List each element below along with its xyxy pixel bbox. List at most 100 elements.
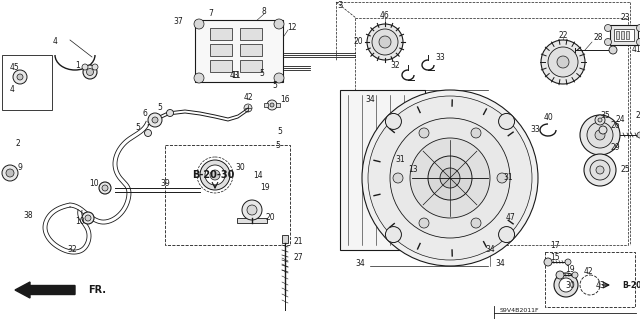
Circle shape xyxy=(541,40,585,84)
Circle shape xyxy=(428,156,472,200)
Text: 15: 15 xyxy=(550,254,560,263)
Bar xyxy=(210,60,232,72)
Circle shape xyxy=(499,114,515,130)
Text: 34: 34 xyxy=(485,246,495,255)
Text: 17: 17 xyxy=(550,241,560,249)
Text: 41: 41 xyxy=(631,46,640,55)
Circle shape xyxy=(419,128,429,138)
Text: 11: 11 xyxy=(231,71,241,80)
Bar xyxy=(616,31,619,39)
Circle shape xyxy=(637,39,640,46)
Circle shape xyxy=(499,226,515,242)
Circle shape xyxy=(6,169,14,177)
Bar xyxy=(340,90,425,250)
Circle shape xyxy=(210,170,220,180)
Circle shape xyxy=(587,122,613,148)
Bar xyxy=(240,28,262,40)
Circle shape xyxy=(194,19,204,29)
Text: 8: 8 xyxy=(262,8,266,17)
Circle shape xyxy=(2,165,18,181)
Text: 21: 21 xyxy=(293,238,303,247)
Text: 7: 7 xyxy=(209,10,213,19)
Circle shape xyxy=(596,166,604,174)
Circle shape xyxy=(393,173,403,183)
Circle shape xyxy=(368,96,532,260)
Circle shape xyxy=(580,115,620,155)
Text: 10: 10 xyxy=(89,179,99,188)
Circle shape xyxy=(554,273,578,297)
Circle shape xyxy=(82,212,94,224)
Text: 28: 28 xyxy=(593,33,603,42)
Circle shape xyxy=(102,185,108,191)
Text: 28: 28 xyxy=(636,110,640,120)
Text: 27: 27 xyxy=(293,254,303,263)
Text: 47: 47 xyxy=(505,213,515,222)
Bar xyxy=(165,145,290,245)
Text: 32: 32 xyxy=(390,61,400,70)
Text: 5: 5 xyxy=(278,128,282,137)
Circle shape xyxy=(548,47,578,77)
Bar xyxy=(195,20,283,82)
Text: 26: 26 xyxy=(610,121,620,130)
Circle shape xyxy=(419,218,429,228)
Text: 31: 31 xyxy=(503,174,513,182)
Circle shape xyxy=(584,154,616,186)
Bar xyxy=(621,31,624,39)
Text: 40: 40 xyxy=(543,114,553,122)
Circle shape xyxy=(410,138,490,218)
Circle shape xyxy=(145,130,152,137)
Text: 19: 19 xyxy=(260,183,270,192)
Text: 34: 34 xyxy=(355,259,365,269)
Text: 42: 42 xyxy=(243,93,253,102)
Text: B-20-30: B-20-30 xyxy=(622,280,640,290)
Bar xyxy=(614,29,634,41)
Text: 6: 6 xyxy=(143,108,147,117)
Circle shape xyxy=(440,168,460,188)
Bar xyxy=(2,55,52,110)
Circle shape xyxy=(390,118,510,238)
Text: 20: 20 xyxy=(265,213,275,222)
Circle shape xyxy=(572,272,578,278)
Text: 35: 35 xyxy=(600,110,610,120)
Text: 38: 38 xyxy=(23,211,33,219)
Bar xyxy=(626,31,629,39)
Circle shape xyxy=(471,218,481,228)
Text: 4: 4 xyxy=(52,38,58,47)
Circle shape xyxy=(385,114,401,130)
Circle shape xyxy=(83,65,97,79)
Text: FR.: FR. xyxy=(88,285,106,295)
Text: 5: 5 xyxy=(276,140,280,150)
Text: 43: 43 xyxy=(230,71,240,80)
Text: 33: 33 xyxy=(435,54,445,63)
Circle shape xyxy=(92,64,98,70)
Circle shape xyxy=(82,64,88,70)
Text: 14: 14 xyxy=(253,170,263,180)
Text: 30: 30 xyxy=(235,162,245,172)
Text: 42: 42 xyxy=(583,268,593,277)
Text: 12: 12 xyxy=(287,24,297,33)
Text: 30: 30 xyxy=(565,280,575,290)
Text: 2: 2 xyxy=(15,138,20,147)
Text: 46: 46 xyxy=(380,11,390,19)
Circle shape xyxy=(86,69,93,76)
Circle shape xyxy=(544,258,552,266)
Circle shape xyxy=(166,109,173,116)
Text: 5: 5 xyxy=(273,80,277,90)
Circle shape xyxy=(599,126,607,134)
Bar xyxy=(282,235,288,243)
Circle shape xyxy=(605,39,611,46)
Circle shape xyxy=(13,70,27,84)
Circle shape xyxy=(637,132,640,138)
FancyArrow shape xyxy=(15,282,75,298)
Bar xyxy=(240,60,262,72)
Circle shape xyxy=(556,271,564,279)
Text: S9V4B2011F: S9V4B2011F xyxy=(500,308,540,313)
Circle shape xyxy=(595,115,605,125)
Text: 10: 10 xyxy=(75,218,85,226)
Text: 34: 34 xyxy=(495,259,505,269)
Circle shape xyxy=(595,130,605,140)
Bar xyxy=(210,44,232,56)
Text: 1: 1 xyxy=(76,61,81,70)
Text: 4: 4 xyxy=(10,85,15,94)
Circle shape xyxy=(362,90,538,266)
